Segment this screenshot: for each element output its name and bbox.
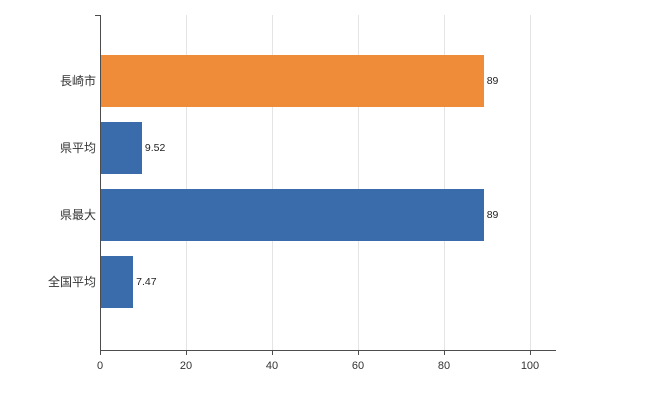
category-label: 長崎市 xyxy=(59,74,96,88)
gridline xyxy=(186,15,187,350)
value-label: 7.47 xyxy=(136,276,157,288)
x-tick-label: 60 xyxy=(351,360,365,372)
bar xyxy=(101,122,142,174)
gridline xyxy=(272,15,273,350)
x-tick-mark xyxy=(272,351,273,355)
x-tick-mark xyxy=(530,351,531,355)
x-tick-label: 100 xyxy=(520,360,540,372)
x-axis-line xyxy=(100,350,556,351)
value-label: 9.52 xyxy=(144,142,166,154)
x-tick-label: 40 xyxy=(265,360,279,372)
bar xyxy=(101,256,134,308)
y-axis-line xyxy=(100,15,101,351)
value-label: 89 xyxy=(486,75,499,87)
category-label: 全国平均 xyxy=(47,275,96,289)
x-tick-mark xyxy=(100,351,101,355)
bar xyxy=(101,189,484,241)
x-tick-mark xyxy=(358,351,359,355)
gridline xyxy=(530,15,531,350)
bar xyxy=(101,55,484,107)
category-label: 県最大 xyxy=(59,208,96,222)
gridline xyxy=(358,15,359,350)
x-tick-mark xyxy=(444,351,445,355)
x-tick-label: 80 xyxy=(437,360,451,372)
y-axis-top-tick xyxy=(95,15,101,16)
x-tick-label: 20 xyxy=(179,360,193,372)
value-label: 89 xyxy=(486,209,499,221)
category-label: 県平均 xyxy=(59,141,96,155)
x-tick-mark xyxy=(186,351,187,355)
x-tick-label: 0 xyxy=(96,360,104,372)
gridline xyxy=(444,15,445,350)
